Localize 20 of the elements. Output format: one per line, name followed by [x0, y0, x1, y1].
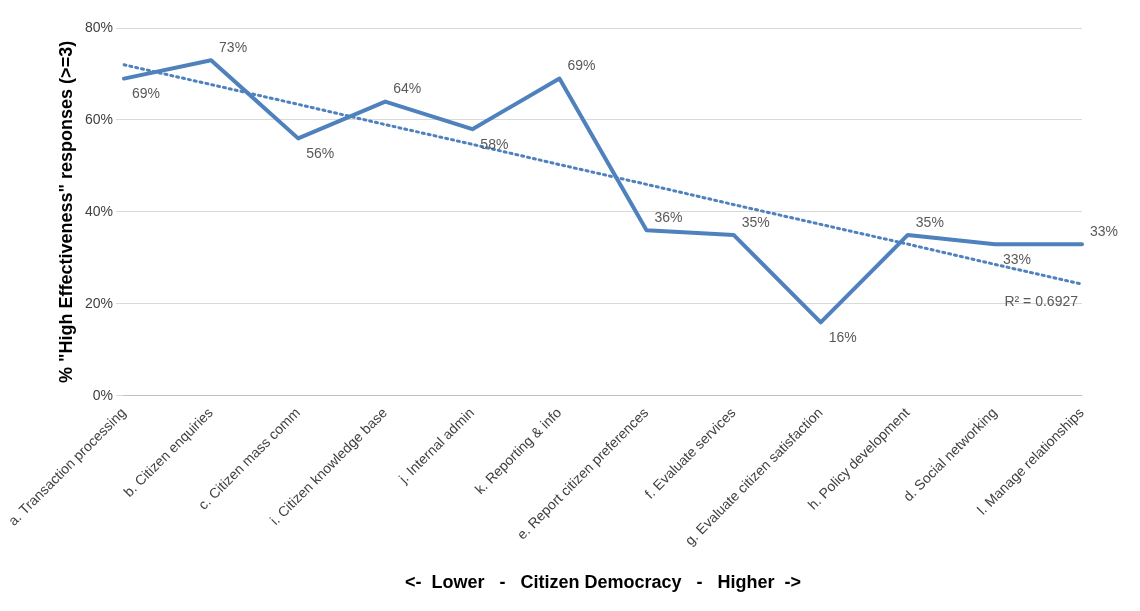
data-label: 73%	[219, 39, 248, 56]
y-tick-label: 80%	[84, 18, 113, 35]
annotation: R² = 0.6927	[1004, 293, 1079, 310]
data-label: 35%	[741, 213, 770, 230]
data-label: 33%	[1002, 251, 1031, 267]
data-label: 69%	[567, 57, 596, 74]
data-label: 56%	[306, 145, 335, 162]
data-label: 35%	[915, 213, 944, 230]
data-label: 64%	[393, 80, 422, 97]
y-tick-label: 20%	[84, 294, 113, 311]
y-axis-title: % "High Effectiveness" responses (>=3)	[56, 40, 77, 384]
data-label: 36%	[654, 209, 683, 226]
data-label: 58%	[480, 136, 509, 153]
y-tick-label: 0%	[92, 386, 113, 403]
data-label: 16%	[828, 329, 857, 346]
data-label: 33%	[1090, 223, 1119, 239]
y-tick-label: 40%	[84, 202, 113, 219]
x-axis-title: <- Lower - Citizen Democracy - Higher ->	[404, 572, 802, 593]
data-label: 69%	[131, 85, 161, 102]
y-tick-label: 60%	[84, 110, 113, 127]
